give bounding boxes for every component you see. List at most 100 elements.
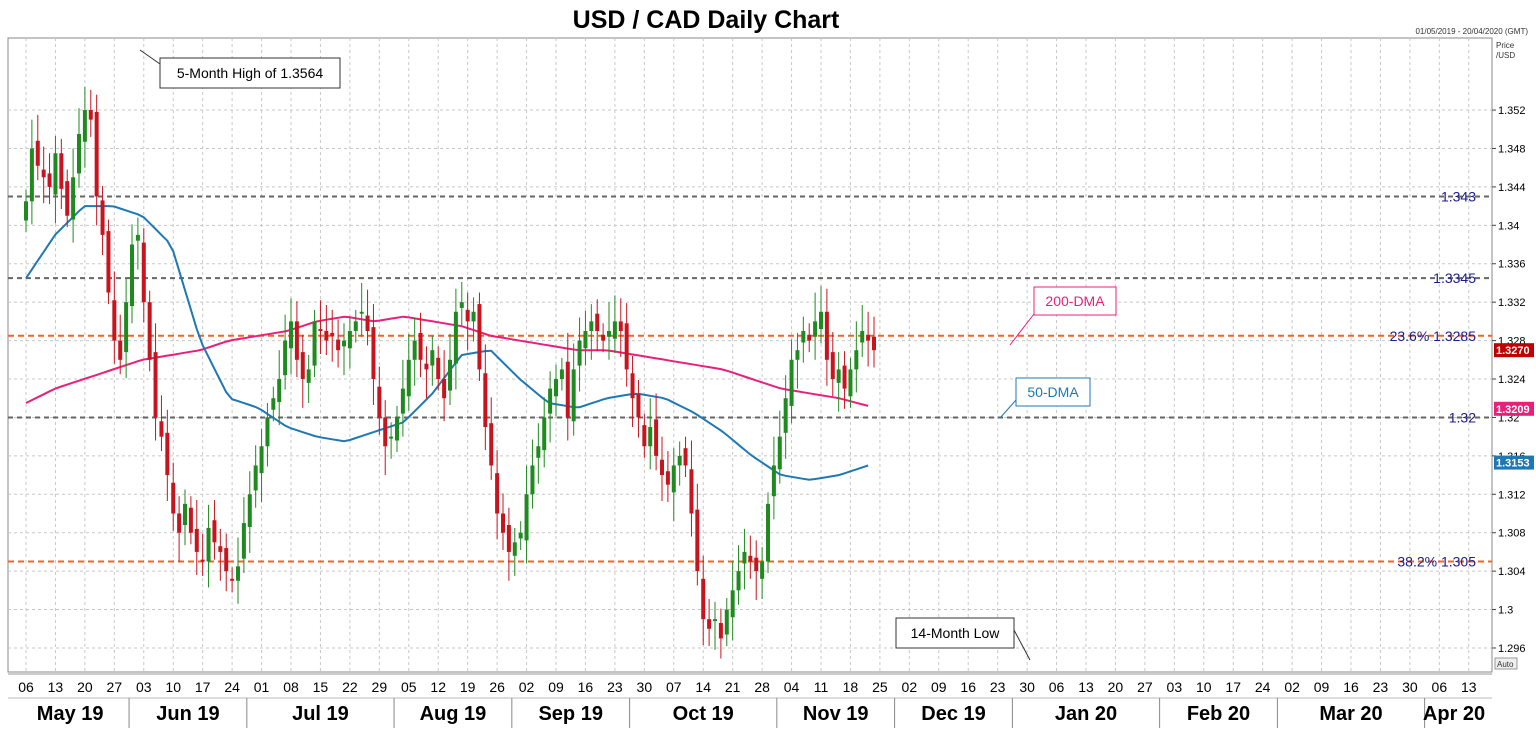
level-label: 38.2% 1.305	[1397, 554, 1476, 570]
y-tick-label: 1.304	[1498, 566, 1526, 578]
x-tick-label: 27	[107, 679, 123, 695]
candle-body	[724, 609, 729, 635]
x-tick-label: 12	[430, 679, 446, 695]
candle-body	[742, 551, 747, 564]
level-label: 1.32	[1449, 409, 1476, 425]
ma50-line	[25, 205, 869, 481]
candle-body	[618, 321, 623, 331]
candle-body	[112, 300, 117, 341]
x-tick-label: 30	[1402, 679, 1418, 695]
candle-body	[212, 520, 217, 543]
candle-body	[683, 448, 688, 466]
candle-body	[459, 302, 464, 308]
x-tick-label: 30	[637, 679, 653, 695]
y-tick-label: 1.312	[1498, 489, 1526, 501]
level-label: 23.6% 1.3285	[1390, 328, 1477, 344]
candle-body	[271, 398, 276, 410]
x-tick-label: 06	[18, 679, 34, 695]
y-tick-label: 1.352	[1498, 105, 1526, 117]
x-tick-label: 09	[1314, 679, 1330, 695]
candle-body	[371, 327, 376, 380]
x-tick-label: 14	[695, 679, 711, 695]
candle-body	[624, 323, 629, 370]
y-tick-label: 1.336	[1498, 259, 1526, 271]
moving-averages	[25, 205, 869, 481]
candle-body	[259, 446, 264, 474]
candle-body	[347, 330, 352, 349]
month-label: Mar 20	[1319, 703, 1382, 725]
candle-body	[848, 369, 853, 397]
candle-body	[353, 321, 358, 331]
low-annotation-text: 14-Month Low	[911, 625, 1001, 641]
candle-body	[571, 369, 576, 422]
price-axis-unit: /USD	[1496, 51, 1515, 60]
level-label: 1.3345	[1433, 270, 1476, 286]
x-tick-label: 27	[1137, 679, 1153, 695]
candle-body	[789, 359, 794, 406]
ma50-value-badge-label: 1.3153	[1496, 458, 1530, 470]
ma200-value-badge-label: 1.3209	[1496, 404, 1530, 416]
candle-body	[406, 359, 411, 397]
candle-body	[324, 330, 329, 341]
candle-body	[554, 379, 558, 397]
month-label: Jul 19	[292, 703, 349, 725]
candle-body	[177, 513, 182, 533]
candle-body	[819, 311, 823, 330]
x-tick-label: 23	[607, 679, 623, 695]
high-annotation-text: 5-Month High of 1.3564	[177, 65, 324, 81]
candle-body	[854, 350, 859, 370]
candle-body	[595, 313, 600, 331]
axes: 1.2961.31.3041.3081.3121.3161.321.3241.3…	[8, 41, 1534, 728]
candle-body	[312, 321, 317, 366]
candle-body	[807, 334, 812, 341]
candle-body	[448, 359, 452, 391]
candle-body	[730, 590, 735, 618]
candle-body	[612, 321, 617, 339]
ma50-annotation-text: 50-DMA	[1027, 384, 1079, 400]
candle-body	[565, 361, 570, 418]
x-tick-label: 10	[1196, 679, 1212, 695]
auto-scale-button[interactable]	[1494, 657, 1518, 670]
candle-body	[82, 110, 87, 142]
candle-body	[648, 427, 653, 447]
candle-body	[783, 398, 788, 433]
candle-body	[766, 503, 770, 562]
ma200-annotation-box	[1033, 286, 1117, 316]
x-tick-label: 20	[1108, 679, 1124, 695]
candle-body	[671, 465, 676, 493]
candle-body	[436, 357, 441, 380]
x-tick-label: 02	[902, 679, 918, 695]
candle-body	[200, 559, 205, 562]
candle-body	[194, 528, 199, 552]
candle-body	[601, 334, 606, 341]
candle-body	[230, 578, 235, 581]
candle-body	[377, 386, 382, 418]
x-tick-label: 13	[1078, 679, 1094, 695]
candle-body	[318, 329, 323, 331]
x-tick-label: 16	[1343, 679, 1359, 695]
y-tick-label: 1.296	[1498, 643, 1526, 655]
candle-body	[94, 111, 99, 197]
candle-body	[842, 365, 847, 389]
x-tick-label: 19	[460, 679, 476, 695]
month-label: Apr 20	[1423, 703, 1485, 725]
x-tick-label: 06	[1432, 679, 1448, 695]
x-tick-label: 26	[489, 679, 505, 695]
candle-body	[542, 417, 547, 451]
date-range-label: 01/05/2019 - 20/04/2020 (GMT)	[1415, 27, 1528, 36]
high-annotation-box	[159, 57, 341, 89]
candle-body	[359, 311, 364, 314]
x-tick-label: 21	[725, 679, 741, 695]
ma50-annotation-leader	[999, 399, 1017, 419]
candle-body	[289, 321, 293, 349]
candle-body	[524, 494, 529, 541]
candle-body	[283, 340, 288, 376]
candle-body	[183, 503, 187, 526]
candle-body	[241, 523, 246, 559]
candle-body	[771, 465, 776, 497]
candle-body	[707, 619, 712, 629]
x-tick-label: 02	[519, 679, 535, 695]
candle-body	[400, 388, 405, 414]
x-tick-label: 07	[666, 679, 682, 695]
